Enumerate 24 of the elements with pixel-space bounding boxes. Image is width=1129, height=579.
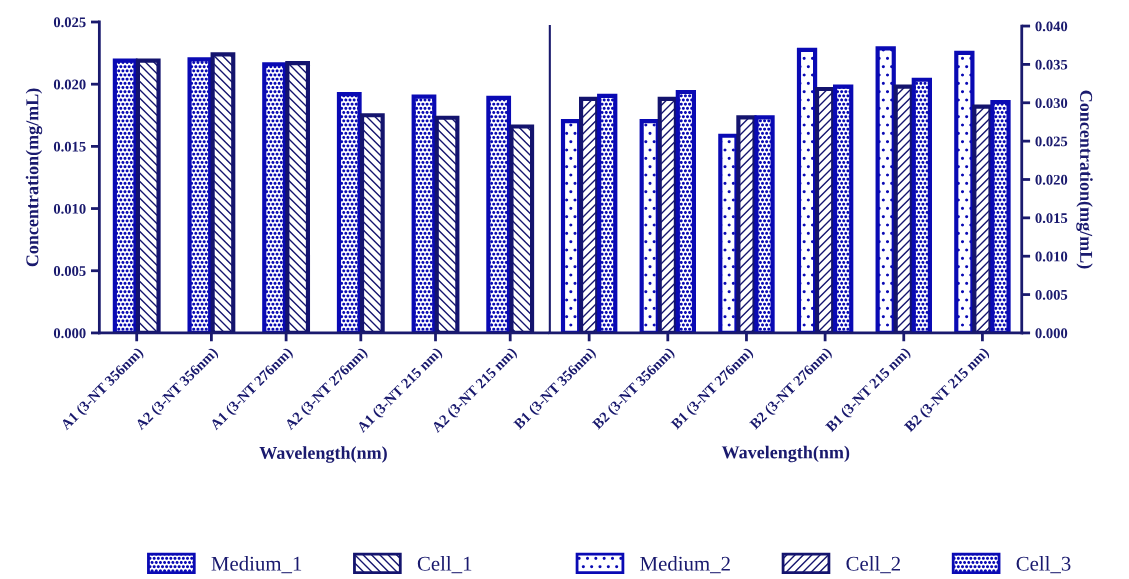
y-tick-label: 0.015 [53,141,86,152]
legend-label: Cell_1 [417,556,472,574]
y2-tick-label: 0.015 [1035,213,1068,224]
y2-tick-label: 0.005 [1035,289,1068,300]
x-axis-title: Wavelength(nm) [259,446,387,463]
y2-tick-label: 0.010 [1035,251,1068,262]
y-tick-label: 0.020 [53,79,86,90]
y2-tick-label: 0.025 [1035,136,1068,147]
y-tick-label: 0.025 [53,17,86,28]
y2-axis-title: Concentration(mg/mL) [1076,90,1093,269]
y2-tick-label: 0.020 [1035,174,1068,185]
y2-tick-label: 0.035 [1035,59,1068,70]
y-axis-title: Concentration(mg/mL) [25,88,43,267]
y-tick-label: 0.000 [53,328,86,339]
y2-tick-label: 0.040 [1035,21,1068,32]
legend-label: Cell_2 [846,556,900,574]
y2-tick-label: 0.030 [1035,98,1068,109]
legend-label: Medium_1 [211,556,302,574]
x-axis-title: Wavelength(nm) [721,445,850,463]
y-tick-label: 0.005 [53,266,86,277]
y2-tick-label: 0.000 [1035,328,1068,339]
legend-label: Medium_2 [640,556,730,574]
legend-label: Cell_3 [1016,556,1071,574]
y-tick-label: 0.010 [53,203,86,214]
